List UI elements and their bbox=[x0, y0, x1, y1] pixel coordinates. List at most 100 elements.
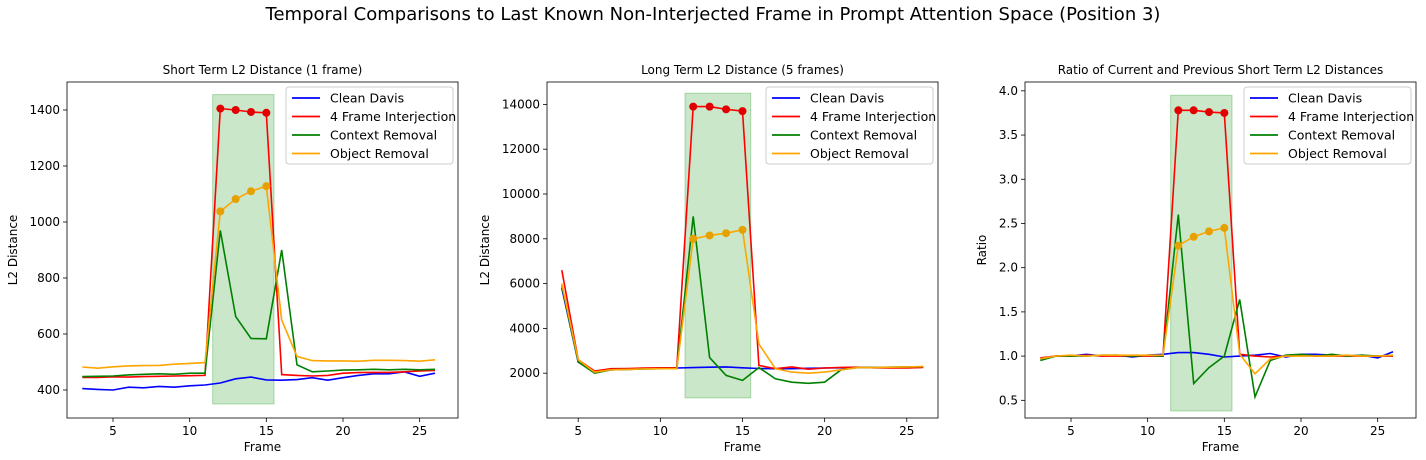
y-tick-label: 2.5 bbox=[999, 216, 1018, 230]
legend-label: Clean Davis bbox=[810, 91, 884, 106]
chart-title: Short Term L2 Distance (1 frame) bbox=[163, 63, 363, 77]
y-tick-label: 6000 bbox=[509, 277, 540, 291]
legend: Clean Davis 4 Frame Interjection Context R… bbox=[285, 86, 456, 165]
series-line bbox=[82, 230, 436, 378]
data-point bbox=[216, 207, 225, 216]
highlight-region bbox=[1170, 94, 1233, 412]
chart-title: Ratio of Current and Previous Short Term… bbox=[1058, 63, 1384, 77]
series-line bbox=[82, 185, 436, 370]
series-line bbox=[82, 370, 436, 391]
plot-frame bbox=[1024, 81, 1417, 419]
data-point bbox=[1174, 241, 1183, 250]
legend-label: 4 Frame Interjection bbox=[330, 109, 456, 124]
y-tick-label: 14000 bbox=[502, 97, 540, 111]
series-line bbox=[82, 107, 436, 379]
figure-title: Temporal Comparisons to Last Known Non-I… bbox=[265, 4, 1161, 25]
data-point bbox=[722, 105, 731, 114]
chart-title: Long Term L2 Distance (5 frames) bbox=[641, 63, 844, 77]
plot-frame bbox=[66, 81, 459, 419]
y-tick-label: 2.0 bbox=[999, 261, 1018, 275]
chart-2: 5 10 15 20 25 2000 4000 6000 8000 10000 12000 14000… bbox=[478, 63, 939, 454]
highlight-region bbox=[684, 92, 752, 399]
y-tick-label: 1200 bbox=[29, 159, 60, 173]
data-point bbox=[738, 225, 747, 234]
y-axis-label: Ratio bbox=[975, 235, 989, 266]
x-tick-label: 5 bbox=[109, 424, 117, 438]
chart-1: 5 10 15 20 25 400 600 800 1000 1200 1400 Short Term… bbox=[6, 63, 459, 454]
x-tick-label: 5 bbox=[1067, 424, 1075, 438]
data-point bbox=[1174, 106, 1183, 115]
legend: Clean Davis 4 Frame Interjection Context R… bbox=[765, 86, 936, 165]
y-tick-label: 4.0 bbox=[999, 84, 1018, 98]
y-axis-label: L2 Distance bbox=[6, 215, 20, 286]
data-point bbox=[247, 187, 255, 196]
legend-label: 4 Frame Interjection bbox=[810, 109, 936, 124]
x-tick-label: 5 bbox=[574, 424, 582, 438]
data-point bbox=[262, 108, 271, 117]
y-tick-label: 10000 bbox=[502, 187, 540, 201]
x-tick-label: 15 bbox=[735, 424, 750, 438]
y-tick-label: 1400 bbox=[29, 103, 60, 117]
y-tick-label: 3.0 bbox=[999, 172, 1018, 186]
legend-box bbox=[765, 86, 934, 165]
data-point bbox=[705, 102, 714, 111]
legend-label: 4 Frame Interjection bbox=[1288, 109, 1414, 124]
data-point bbox=[247, 107, 255, 116]
y-tick-label: 600 bbox=[37, 327, 60, 341]
y-tick-label: 1.0 bbox=[999, 349, 1018, 363]
data-point bbox=[231, 195, 240, 204]
x-axis-label: Frame bbox=[244, 440, 281, 454]
y-tick-label: 1.5 bbox=[999, 305, 1018, 319]
x-tick-label: 20 bbox=[817, 424, 832, 438]
legend-box bbox=[285, 86, 454, 165]
data-point bbox=[1189, 106, 1198, 115]
legend-box bbox=[1243, 86, 1412, 165]
x-tick-label: 10 bbox=[1140, 424, 1155, 438]
legend-label: Object Removal bbox=[810, 146, 909, 161]
data-point bbox=[689, 234, 698, 243]
legend-label: Clean Davis bbox=[1288, 91, 1362, 106]
x-tick-label: 25 bbox=[899, 424, 914, 438]
x-tick-label: 20 bbox=[335, 424, 350, 438]
y-tick-label: 2000 bbox=[509, 366, 540, 380]
chart-3: 5 10 15 20 25 0.5 1.0 1.5 2.0 2.5 3.0 3.5 4.0 Ratio o… bbox=[975, 63, 1417, 454]
data-point bbox=[262, 182, 271, 191]
legend-label: Object Removal bbox=[330, 146, 429, 161]
legend-label: Clean Davis bbox=[330, 91, 404, 106]
data-point bbox=[738, 107, 747, 116]
y-tick-label: 0.5 bbox=[999, 393, 1018, 407]
data-point bbox=[216, 104, 225, 113]
legend-label: Context Removal bbox=[810, 128, 917, 143]
legend-label: Context Removal bbox=[330, 128, 437, 143]
data-point bbox=[705, 231, 714, 240]
y-tick-label: 12000 bbox=[502, 142, 540, 156]
y-tick-label: 8000 bbox=[509, 232, 540, 246]
legend-label: Object Removal bbox=[1288, 146, 1387, 161]
data-point bbox=[689, 102, 698, 111]
x-axis-label: Frame bbox=[724, 440, 761, 454]
x-tick-label: 15 bbox=[1217, 424, 1232, 438]
x-tick-label: 20 bbox=[1293, 424, 1308, 438]
series-line bbox=[1040, 226, 1394, 375]
x-axis-label: Frame bbox=[1202, 440, 1239, 454]
legend: Clean Davis 4 Frame Interjection Context R… bbox=[1243, 86, 1414, 165]
x-tick-label: 25 bbox=[412, 424, 427, 438]
x-tick-label: 10 bbox=[182, 424, 197, 438]
y-tick-label: 1000 bbox=[29, 215, 60, 229]
y-tick-label: 800 bbox=[37, 271, 60, 285]
data-point bbox=[1220, 108, 1229, 117]
data-point bbox=[231, 106, 240, 114]
data-point bbox=[1220, 223, 1229, 232]
x-tick-label: 25 bbox=[1370, 424, 1385, 438]
data-point bbox=[722, 229, 731, 238]
y-tick-label: 4000 bbox=[509, 321, 540, 335]
y-tick-label: 400 bbox=[37, 383, 60, 397]
y-axis-label: L2 Distance bbox=[478, 215, 492, 286]
legend-label: Context Removal bbox=[1288, 128, 1395, 143]
y-tick-label: 3.5 bbox=[999, 128, 1018, 142]
data-point bbox=[1189, 232, 1198, 241]
highlight-region bbox=[212, 94, 275, 405]
data-point bbox=[1205, 108, 1213, 117]
x-tick-label: 15 bbox=[259, 424, 274, 438]
